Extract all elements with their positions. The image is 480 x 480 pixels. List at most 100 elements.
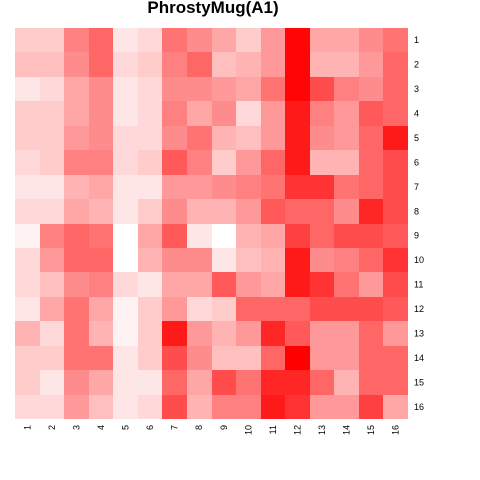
heatmap-cell-r11-c11 <box>261 272 285 297</box>
y-tick-label: 16 <box>414 402 424 412</box>
x-tick-label: 6 <box>145 425 155 430</box>
heatmap-cell-r1-c9 <box>212 28 236 52</box>
heatmap-cell-r5-c14 <box>334 126 359 150</box>
heatmap-cell-r16-c14 <box>334 395 359 419</box>
heatmap-cell-r14-c13 <box>310 346 334 370</box>
x-tick-label: 14 <box>342 425 352 435</box>
heatmap-cell-r1-c2 <box>40 28 64 52</box>
heatmap-cell-r16-c5 <box>113 395 138 419</box>
heatmap-cell-r6-c4 <box>89 150 113 175</box>
heatmap-cell-r4-c13 <box>310 101 334 126</box>
heatmap-cell-r6-c14 <box>334 150 359 175</box>
heatmap-cell-r16-c13 <box>310 395 334 419</box>
heatmap-cell-r1-c10 <box>236 28 261 52</box>
heatmap-cell-r5-c10 <box>236 126 261 150</box>
heatmap-cell-r11-c4 <box>89 272 113 297</box>
heatmap-cell-r6-c7 <box>162 150 187 175</box>
heatmap-cell-r5-c1 <box>15 126 40 150</box>
y-tick-label: 4 <box>414 109 419 119</box>
heatmap-cell-r8-c15 <box>359 199 383 224</box>
heatmap-cell-r11-c5 <box>113 272 138 297</box>
heatmap-cell-r1-c8 <box>187 28 212 52</box>
heatmap-cell-r8-c4 <box>89 199 113 224</box>
heatmap-cell-r7-c14 <box>334 175 359 199</box>
heatmap-cell-r6-c15 <box>359 150 383 175</box>
heatmap-cell-r6-c9 <box>212 150 236 175</box>
heatmap-cell-r10-c9 <box>212 248 236 272</box>
heatmap-cell-r12-c3 <box>64 297 89 321</box>
heatmap-cell-r10-c11 <box>261 248 285 272</box>
heatmap-cell-r8-c14 <box>334 199 359 224</box>
heatmap-cell-r2-c10 <box>236 52 261 77</box>
heatmap-cell-r1-c14 <box>334 28 359 52</box>
heatmap-cell-r14-c2 <box>40 346 64 370</box>
heatmap-cell-r16-c12 <box>285 395 310 419</box>
heatmap-cell-r13-c15 <box>359 321 383 346</box>
heatmap-cell-r15-c11 <box>261 370 285 395</box>
heatmap-cell-r3-c13 <box>310 77 334 101</box>
heatmap-cell-r7-c2 <box>40 175 64 199</box>
heatmap-cell-r14-c4 <box>89 346 113 370</box>
heatmap-cell-r4-c7 <box>162 101 187 126</box>
heatmap-cell-r9-c6 <box>138 224 162 248</box>
heatmap-cell-r12-c8 <box>187 297 212 321</box>
heatmap-cell-r4-c8 <box>187 101 212 126</box>
heatmap-cell-r7-c10 <box>236 175 261 199</box>
heatmap-cell-r13-c10 <box>236 321 261 346</box>
x-tick-label: 3 <box>71 425 81 430</box>
heatmap-cell-r6-c11 <box>261 150 285 175</box>
heatmap-cell-r8-c8 <box>187 199 212 224</box>
heatmap-cell-r1-c5 <box>113 28 138 52</box>
y-tick-label: 10 <box>414 255 424 265</box>
x-tick-labels: 1 2 3 4 5 6 7 8 9 10 11 12 13 14 15 16 <box>22 425 400 435</box>
heatmap-cell-r8-c5 <box>113 199 138 224</box>
heatmap-cell-r9-c16 <box>383 224 408 248</box>
heatmap-cell-r15-c13 <box>310 370 334 395</box>
heatmap-cell-r10-c14 <box>334 248 359 272</box>
heatmap-cell-r4-c4 <box>89 101 113 126</box>
heatmap-cell-r11-c10 <box>236 272 261 297</box>
heatmap-cell-r9-c13 <box>310 224 334 248</box>
heatmap-cell-r12-c9 <box>212 297 236 321</box>
heatmap-cell-r6-c1 <box>15 150 40 175</box>
heatmap-cell-r5-c13 <box>310 126 334 150</box>
heatmap-cell-r2-c2 <box>40 52 64 77</box>
heatmap-cell-r13-c8 <box>187 321 212 346</box>
chart-title: PhrostyMug(A1) <box>147 0 278 17</box>
y-tick-label: 15 <box>414 377 424 387</box>
heatmap-cell-r8-c10 <box>236 199 261 224</box>
heatmap-cell-r7-c12 <box>285 175 310 199</box>
heatmap-cell-r13-c1 <box>15 321 40 346</box>
heatmap-cell-r15-c8 <box>187 370 212 395</box>
heatmap-cell-r2-c7 <box>162 52 187 77</box>
heatmap-cell-r15-c6 <box>138 370 162 395</box>
heatmap-cell-r3-c6 <box>138 77 162 101</box>
heatmap-cell-r6-c6 <box>138 150 162 175</box>
heatmap-cell-r9-c3 <box>64 224 89 248</box>
heatmap-cell-r14-c9 <box>212 346 236 370</box>
heatmap-cell-r13-c14 <box>334 321 359 346</box>
heatmap-cell-r10-c10 <box>236 248 261 272</box>
heatmap-cell-r4-c6 <box>138 101 162 126</box>
heatmap-cell-r16-c8 <box>187 395 212 419</box>
y-tick-label: 11 <box>414 280 423 290</box>
heatmap-cell-r3-c3 <box>64 77 89 101</box>
heatmap-cell-r1-c1 <box>15 28 40 52</box>
heatmap-cell-r10-c1 <box>15 248 40 272</box>
heatmap-cell-r2-c13 <box>310 52 334 77</box>
y-tick-label: 6 <box>414 157 419 167</box>
heatmap-cell-r2-c4 <box>89 52 113 77</box>
heatmap-cell-r12-c12 <box>285 297 310 321</box>
heatmap-cell-r11-c15 <box>359 272 383 297</box>
heatmap-cell-r16-c16 <box>383 395 408 419</box>
heatmap-cell-r3-c14 <box>334 77 359 101</box>
heatmap-cell-r15-c4 <box>89 370 113 395</box>
heatmap-cell-r8-c2 <box>40 199 64 224</box>
x-tick-label: 2 <box>47 425 57 430</box>
heatmap-cell-r14-c11 <box>261 346 285 370</box>
heatmap-cell-r10-c15 <box>359 248 383 272</box>
heatmap-cell-r1-c3 <box>64 28 89 52</box>
heatmap-cell-r13-c13 <box>310 321 334 346</box>
heatmap-cells <box>15 28 408 419</box>
